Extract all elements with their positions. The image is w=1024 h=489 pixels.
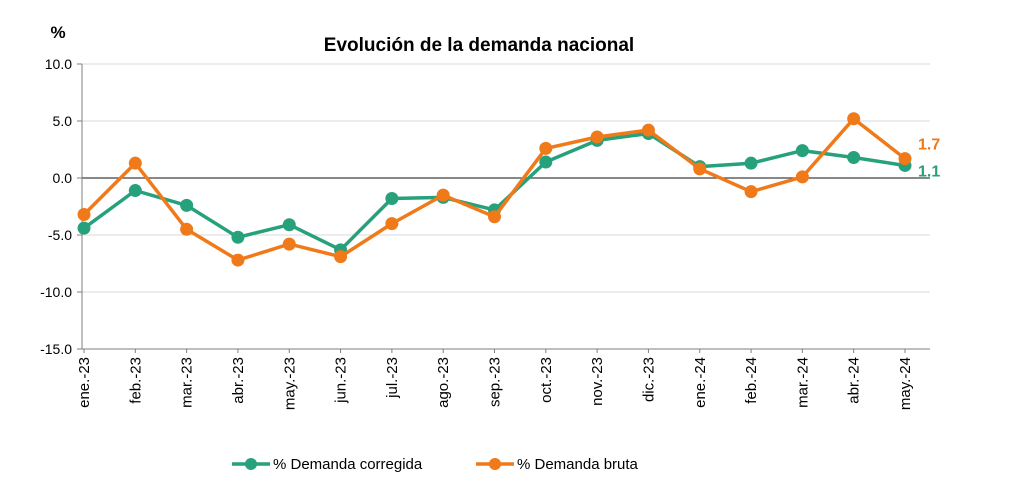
series-line [82, 131, 906, 252]
data-point [231, 253, 245, 267]
x-tick-label: ene.-23 [76, 357, 93, 408]
x-tick-label: ago.-23 [435, 357, 452, 408]
x-tick-label: mar.-24 [794, 357, 811, 408]
y-tick-label: -5.0 [48, 227, 72, 243]
data-point [641, 123, 655, 137]
x-tick-label: feb.-23 [127, 357, 144, 404]
chart-title: Evolución de la demanda nacional [324, 35, 634, 56]
x-tick-label: abr.-23 [230, 357, 247, 404]
end-value-label: 1.1 [918, 163, 940, 180]
data-point [77, 221, 91, 235]
data-point [744, 156, 758, 170]
y-tick-label: -10.0 [40, 284, 72, 300]
data-point [128, 156, 142, 170]
series-2 [77, 112, 912, 267]
y-tick-label: 5.0 [53, 113, 73, 129]
legend-item: % Demanda bruta [476, 456, 639, 473]
data-point [590, 130, 604, 144]
legend-label: % Demanda corregida [273, 456, 423, 473]
x-tick-label: may.-23 [281, 357, 298, 410]
legend-swatch-marker [245, 458, 257, 470]
data-point [847, 150, 861, 164]
data-point [539, 155, 553, 169]
x-tick-label: sep.-23 [487, 357, 504, 407]
x-tick-label: dic.-23 [640, 357, 657, 402]
y-tick-label: 10.0 [45, 56, 72, 72]
legend-label: % Demanda bruta [517, 456, 639, 473]
x-tick-label: nov.-23 [589, 357, 606, 406]
legend-item: % Demanda corregida [232, 456, 423, 473]
series-line [82, 116, 907, 262]
data-point [282, 218, 296, 232]
x-tick-label: oct.-23 [538, 357, 555, 403]
x-tick-label: abr.-24 [846, 357, 863, 404]
data-point [693, 162, 707, 176]
data-point [180, 198, 194, 212]
y-axis-unit: % [50, 23, 65, 42]
data-point [744, 185, 758, 199]
x-tick-label: feb.-24 [743, 357, 760, 404]
data-point [436, 188, 450, 202]
end-labels: 1.1 1.7 [918, 137, 940, 181]
data-point [898, 152, 912, 166]
x-tick-label: jul.-23 [384, 357, 401, 399]
data-point [334, 250, 348, 264]
data-point [795, 144, 809, 158]
legend-swatch-marker [489, 458, 501, 470]
data-point [128, 184, 142, 198]
y-tick-label: -15.0 [40, 341, 72, 357]
end-value-label: 1.7 [918, 137, 940, 154]
x-tick-label: may.-24 [897, 357, 914, 410]
x-tick-label: jun.-23 [333, 357, 350, 404]
data-point [539, 141, 553, 155]
y-tick-label: 0.0 [53, 170, 73, 186]
data-point [77, 207, 91, 221]
legend: % Demanda corregida % Demanda bruta [232, 456, 639, 473]
data-point [385, 192, 399, 206]
x-tick-label: mar.-23 [179, 357, 196, 408]
data-point [180, 222, 194, 236]
data-point [231, 230, 245, 244]
data-point [488, 210, 501, 224]
data-point [847, 112, 861, 126]
data-point [795, 170, 809, 184]
data-point [385, 217, 399, 231]
series-layer [77, 112, 912, 267]
x-tick-label: ene.-24 [692, 357, 709, 408]
data-point [282, 237, 296, 251]
